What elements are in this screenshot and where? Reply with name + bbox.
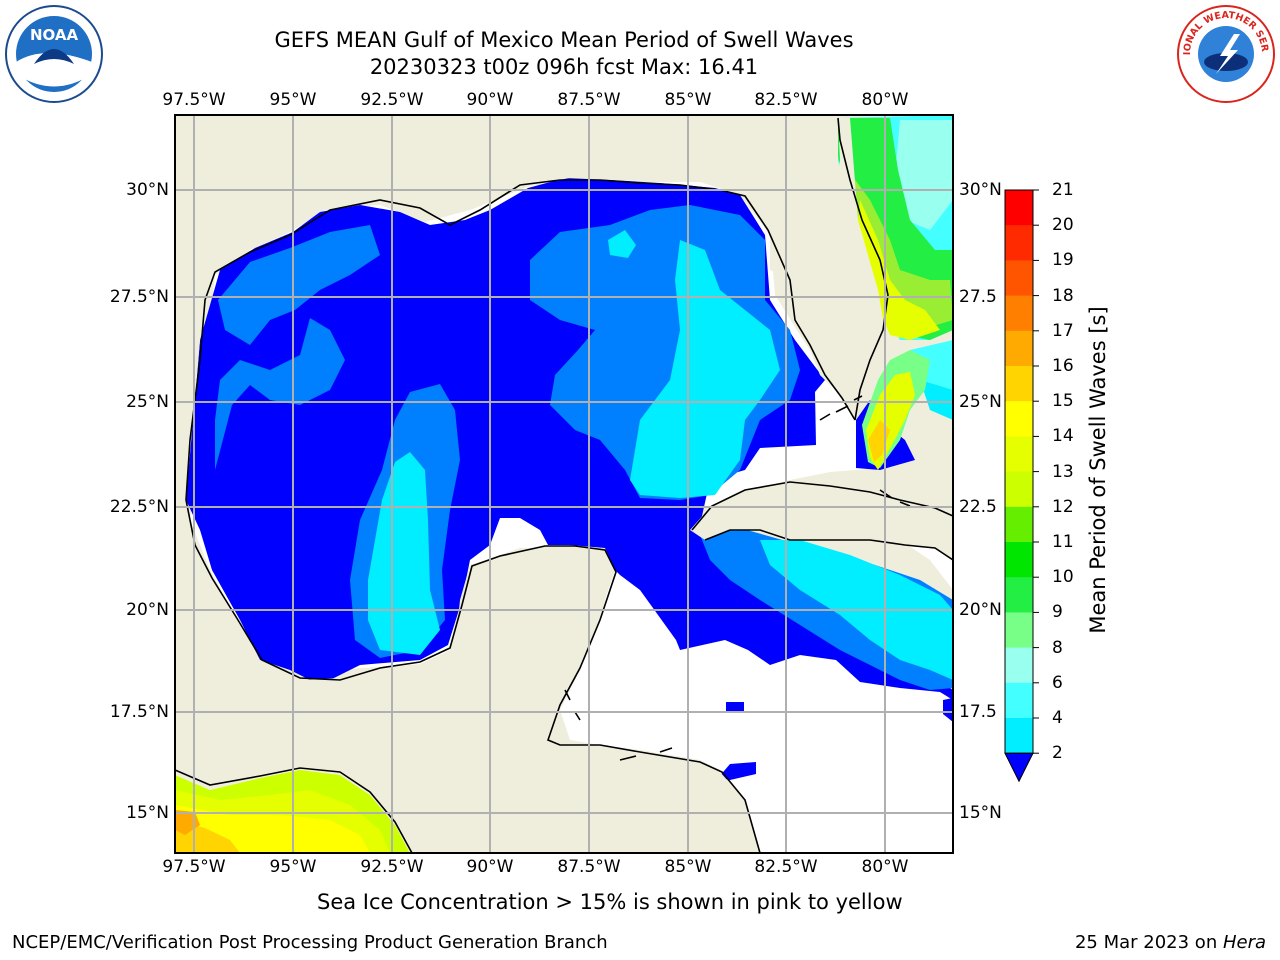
colorbar-tick-label: 14 xyxy=(1052,426,1074,447)
colorbar-tick-label: 15 xyxy=(1052,391,1074,412)
colorbar-segment xyxy=(1005,366,1033,402)
lon-label-bottom: 95°W xyxy=(269,857,317,877)
lat-label-left: 20°N xyxy=(126,600,169,620)
colorbar xyxy=(1004,189,1039,783)
lon-label-top: 80°W xyxy=(861,90,909,110)
lat-label-left: 30°N xyxy=(126,180,169,200)
lat-label-left: 17.5°N xyxy=(109,702,169,722)
lon-label-bottom: 82.5°W xyxy=(754,857,818,877)
colorbar-tick-label: 10 xyxy=(1052,567,1074,588)
colorbar-segment xyxy=(1005,612,1033,649)
map-subtitle: 20230323 t00z 096h fcst Max: 16.41 xyxy=(369,55,759,79)
lat-label-right: 30°N xyxy=(959,180,1002,200)
lat-label-right: 22.5 xyxy=(959,497,997,517)
florida-land xyxy=(770,118,885,420)
lat-label-right: 20°N xyxy=(959,600,1002,620)
lat-label-right: 15°N xyxy=(959,803,1002,823)
lon-label-top: 87.5°W xyxy=(557,90,621,110)
colorbar-title: Mean Period of Swell Waves [s] xyxy=(1086,306,1110,634)
map-frame xyxy=(174,114,954,854)
lat-label-right: 27.5 xyxy=(959,287,997,307)
colorbar-tick-label: 17 xyxy=(1052,320,1074,341)
svg-text:NOAA: NOAA xyxy=(30,26,79,44)
colorbar-segment xyxy=(1005,542,1033,578)
colorbar-extension xyxy=(1004,752,1034,783)
lon-label-bottom: 87.5°W xyxy=(557,857,621,877)
lon-label-top: 97.5°W xyxy=(162,90,226,110)
lon-label-bottom: 85°W xyxy=(664,857,712,877)
lat-label-right: 25°N xyxy=(959,392,1002,412)
swell-4-6s xyxy=(218,225,380,345)
colorbar-segment xyxy=(1005,260,1033,297)
cuba-land xyxy=(690,482,953,560)
colorbar-tick-label: 4 xyxy=(1052,708,1063,728)
graticule xyxy=(175,115,953,853)
colorbar-tick-label: 20 xyxy=(1052,215,1074,236)
colorbar-tick-label: 16 xyxy=(1052,356,1074,376)
colorbar-segment xyxy=(1005,682,1033,719)
footer-date-text: 25 Mar 2023 on xyxy=(1074,932,1223,953)
sea-ice-note: Sea Ice Concentration > 15% is shown in … xyxy=(317,890,903,914)
colorbar-tick-label: 6 xyxy=(1052,672,1063,693)
colorbar-segment xyxy=(1005,225,1033,261)
lat-label-left: 25°N xyxy=(126,392,169,412)
noaa-logo: NOAA xyxy=(5,5,103,103)
lon-label-bottom: 97.5°W xyxy=(162,857,226,877)
colorbar-tick-label: 12 xyxy=(1052,496,1074,517)
lon-label-top: 90°W xyxy=(466,90,514,110)
colorbar-tick-label: 21 xyxy=(1052,180,1074,200)
colorbar-segment xyxy=(1005,577,1033,613)
colorbar-segment xyxy=(1005,401,1033,437)
colorbar-segment xyxy=(1005,436,1033,473)
colorbar-tick-label: 18 xyxy=(1052,285,1074,306)
colorbar-tick-label: 13 xyxy=(1052,461,1074,482)
footer-branch: NCEP/EMC/Verification Post Processing Pr… xyxy=(12,932,608,953)
yucatan-land xyxy=(450,545,760,853)
lon-label-top: 82.5°W xyxy=(754,90,818,110)
lat-label-left: 27.5°N xyxy=(109,287,169,307)
colorbar-tick-label: 19 xyxy=(1052,250,1074,271)
lat-label-right: 17.5 xyxy=(959,702,997,722)
colorbar-segment xyxy=(1005,190,1033,226)
colorbar-tick-label: 8 xyxy=(1052,637,1063,658)
lat-label-left: 15°N xyxy=(126,803,169,823)
colorbar-segment xyxy=(1005,506,1033,543)
colorbar-segment xyxy=(1005,471,1033,508)
swell-6-8s xyxy=(368,452,440,655)
colorbar-tick-label: 2 xyxy=(1052,743,1063,764)
map-title: GEFS MEAN Gulf of Mexico Mean Period of … xyxy=(274,28,854,52)
colorbar-segment xyxy=(1005,295,1033,332)
lon-label-top: 92.5°W xyxy=(360,90,424,110)
lon-label-top: 85°W xyxy=(664,90,712,110)
lon-label-bottom: 80°W xyxy=(861,857,909,877)
lon-label-bottom: 90°W xyxy=(466,857,514,877)
lon-label-bottom: 92.5°W xyxy=(360,857,424,877)
colorbar-segment xyxy=(1005,330,1033,367)
lon-label-top: 95°W xyxy=(269,90,317,110)
colorbar-segment xyxy=(1005,718,1033,754)
colorbar-segment xyxy=(1005,647,1033,684)
colorbar-tick-label: 9 xyxy=(1052,602,1063,623)
nws-logo: NATIONAL WEATHER SERVICE xyxy=(1176,4,1275,103)
footer-host: Hera xyxy=(1222,932,1266,953)
footer-date: 25 Mar 2023 on Hera xyxy=(1075,932,1266,953)
colorbar-tick-label: 11 xyxy=(1052,532,1074,552)
lat-label-left: 22.5°N xyxy=(109,497,169,517)
